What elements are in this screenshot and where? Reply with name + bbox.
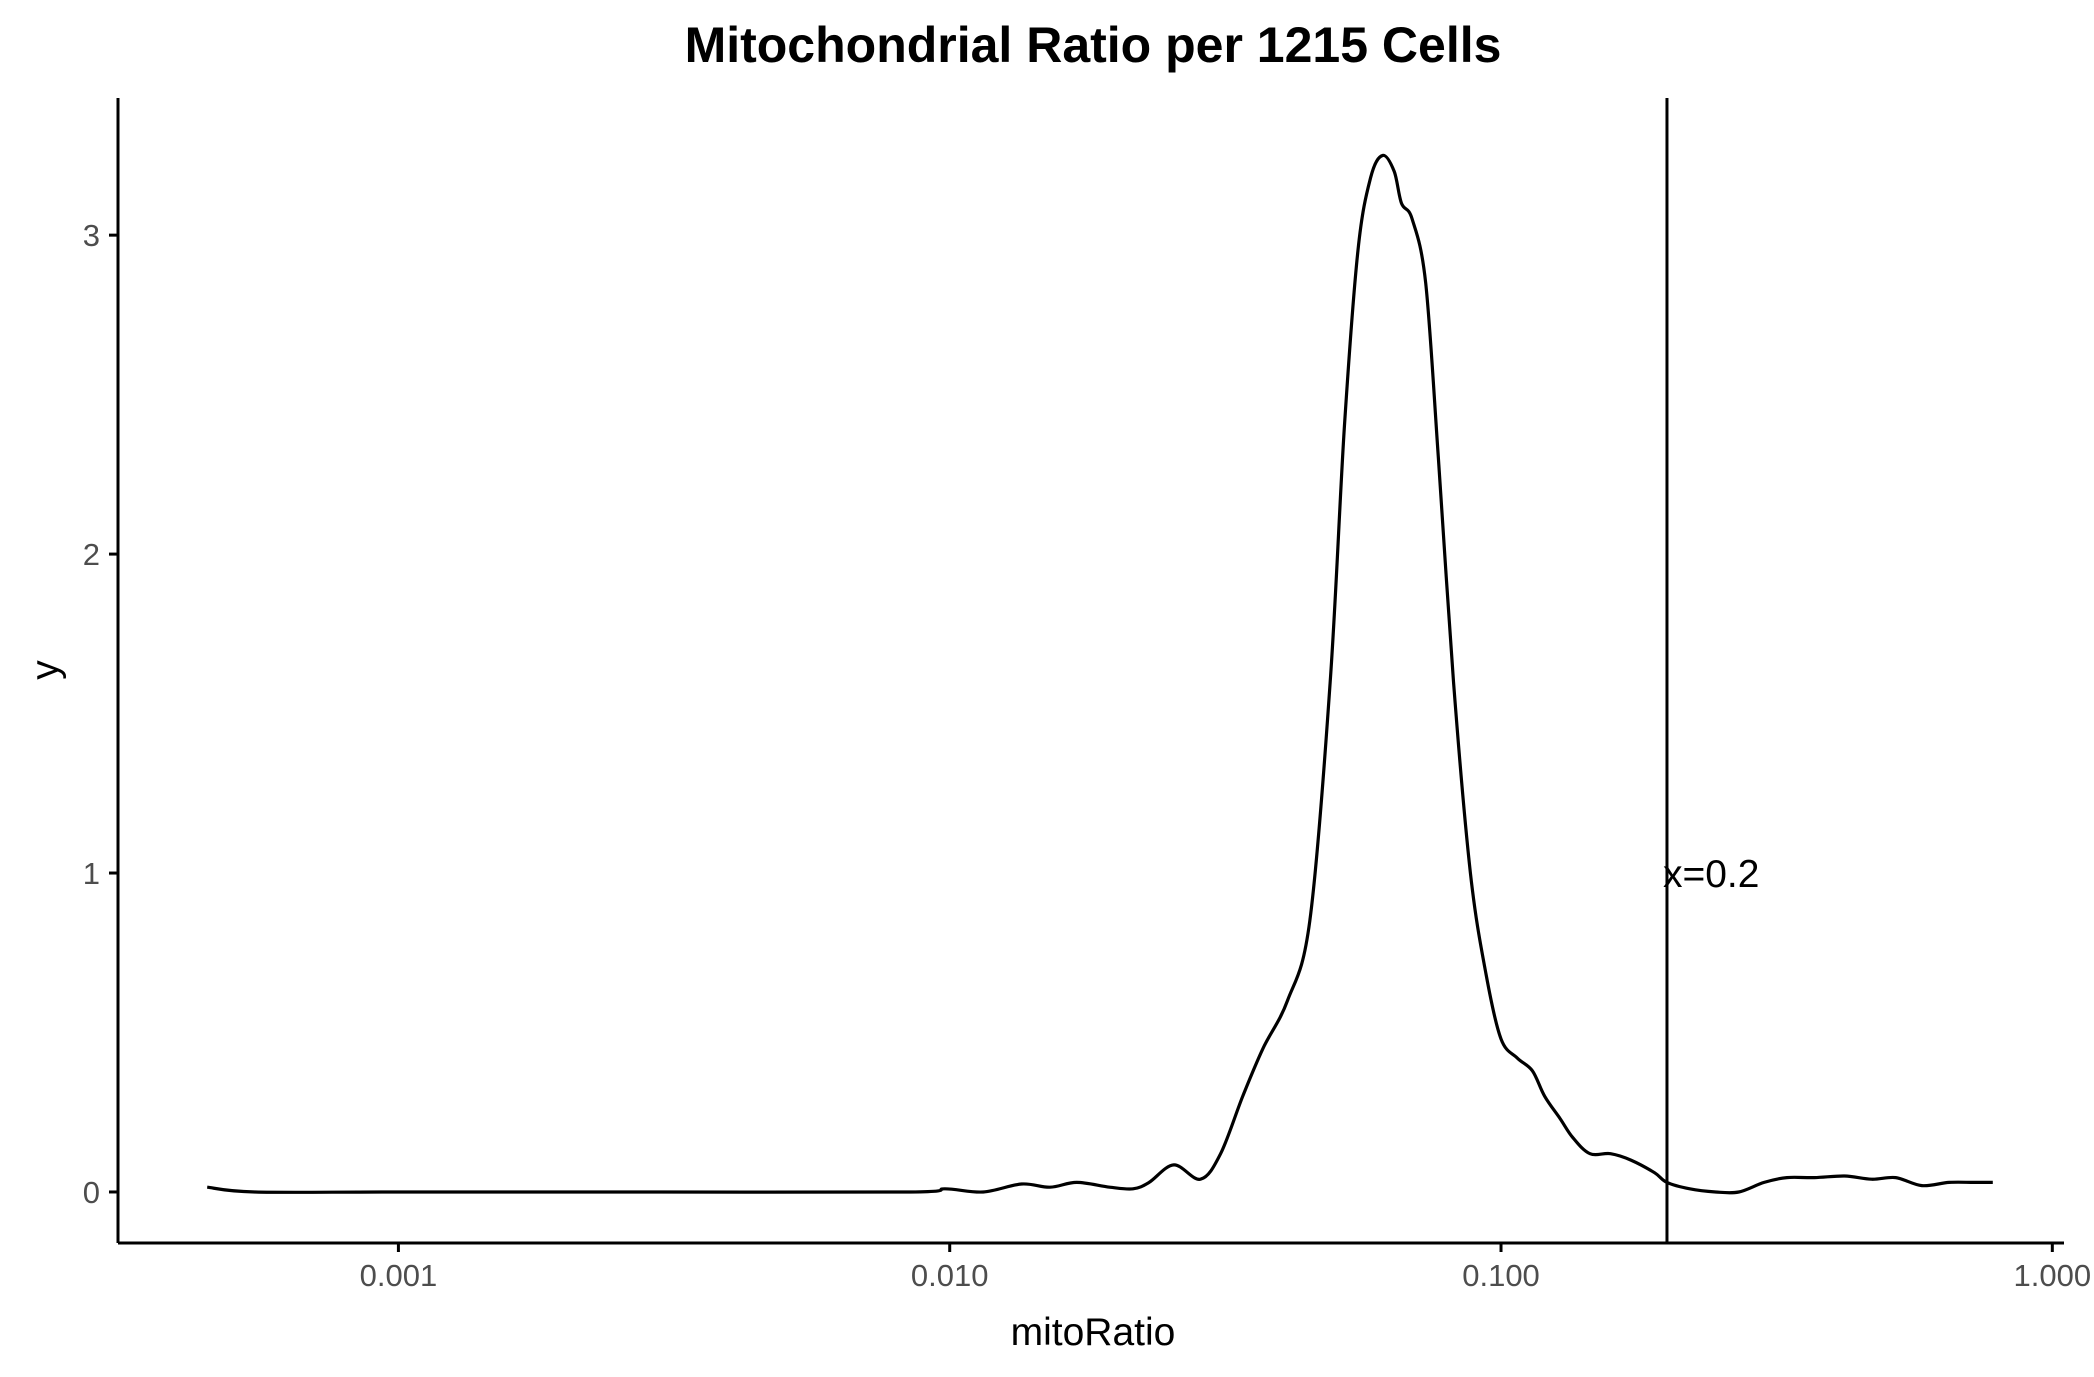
y-tick-label: 0 <box>83 1175 100 1210</box>
x-tick-label: 0.100 <box>1462 1258 1540 1293</box>
x-tick-label: 1.000 <box>2014 1258 2092 1293</box>
density-curve <box>207 153 1993 1195</box>
threshold-label: x=0.2 <box>1663 853 1760 896</box>
x-tick-label: 0.001 <box>360 1258 438 1293</box>
chart-title: Mitochondrial Ratio per 1215 Cells <box>685 17 1502 73</box>
y-axis-ticks: 0 1 2 3 <box>83 218 118 1210</box>
y-tick-label: 3 <box>83 218 100 253</box>
x-tick-label: 0.010 <box>911 1258 989 1293</box>
y-tick-label: 1 <box>83 856 100 891</box>
x-axis-ticks: 0.001 0.010 0.100 1.000 <box>360 1243 2091 1293</box>
y-tick-label: 2 <box>83 537 100 572</box>
y-axis-title: y <box>24 660 67 680</box>
x-axis-title: mitoRatio <box>1011 1311 1176 1354</box>
